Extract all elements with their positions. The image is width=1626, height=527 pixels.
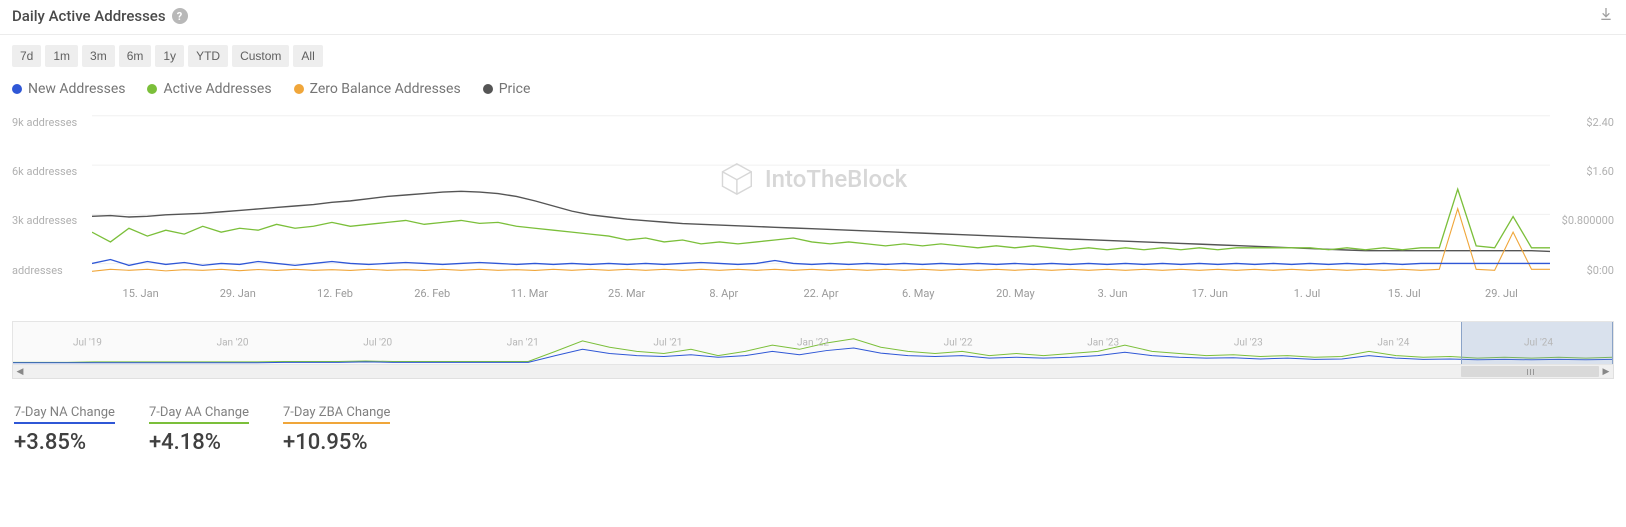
x-tick: 3. Jun <box>1064 287 1161 307</box>
x-tick: 26. Feb <box>384 287 481 307</box>
range-1y[interactable]: 1y <box>155 45 184 67</box>
x-tick: 29. Jul <box>1453 287 1550 307</box>
x-tick: 20. May <box>967 287 1064 307</box>
legend-label: New Addresses <box>28 81 125 97</box>
range-3m[interactable]: 3m <box>82 45 115 67</box>
y-right-tick: $0:00 <box>1587 264 1614 277</box>
y-left-tick: 6k addresses <box>12 165 77 178</box>
x-tick: 6. May <box>870 287 967 307</box>
stat-value: +4.18% <box>149 430 249 455</box>
stat-label: 7-Day NA Change <box>14 405 115 424</box>
x-axis-labels: 15. Jan29. Jan12. Feb26. Feb11. Mar25. M… <box>92 287 1550 307</box>
legend-dot <box>147 84 157 94</box>
chart-legend: New Addresses Active Addresses Zero Balanc… <box>0 75 1626 107</box>
legend-item-zero-balance-addresses[interactable]: Zero Balance Addresses <box>294 81 461 97</box>
help-icon[interactable]: ? <box>172 8 188 24</box>
x-tick: 29. Jan <box>189 287 286 307</box>
y-right-tick: $0.800000 <box>1562 214 1614 227</box>
y-left-tick: 3k addresses <box>12 214 77 227</box>
x-tick: 15. Jan <box>92 287 189 307</box>
x-tick: 17. Jun <box>1161 287 1258 307</box>
legend-dot <box>294 84 304 94</box>
chart-header: Daily Active Addresses ? <box>0 0 1626 35</box>
plot-area[interactable] <box>92 107 1550 283</box>
navigator-selection[interactable] <box>1461 322 1613 364</box>
legend-dot <box>12 84 22 94</box>
x-tick: 8. Apr <box>675 287 772 307</box>
series-active <box>92 189 1550 250</box>
stat-7-day-aa-change: 7-Day AA Change +4.18% <box>149 401 249 455</box>
scrollbar-left-arrow[interactable]: ◀ <box>13 365 27 378</box>
x-tick: 22. Apr <box>772 287 869 307</box>
stat-value: +3.85% <box>14 430 115 455</box>
series-zero <box>92 209 1550 272</box>
legend-dot <box>483 84 493 94</box>
y-right-tick: $2.40 <box>1586 116 1614 129</box>
x-tick: 12. Feb <box>286 287 383 307</box>
stat-label: 7-Day AA Change <box>149 405 249 424</box>
download-icon[interactable] <box>1598 6 1614 26</box>
navigator[interactable]: Jul '19Jan '20Jul '20Jan '21Jul '21Jan '… <box>12 321 1614 379</box>
x-tick: 1. Jul <box>1258 287 1355 307</box>
range-7d[interactable]: 7d <box>12 45 41 67</box>
chart-title: Daily Active Addresses <box>12 7 166 25</box>
range-selector: 7d1m3m6m1yYTDCustomAll <box>0 35 1626 75</box>
range-custom[interactable]: Custom <box>232 45 289 67</box>
range-ytd[interactable]: YTD <box>188 45 228 67</box>
y-left-tick: 9k addresses <box>12 116 77 129</box>
main-chart[interactable]: IntoTheBlock 15. Jan29. Jan12. Feb26. Fe… <box>12 107 1614 307</box>
legend-label: Price <box>499 81 531 97</box>
series-new <box>92 260 1550 266</box>
stat-label: 7-Day ZBA Change <box>283 405 390 424</box>
range-all[interactable]: All <box>293 45 322 67</box>
range-1m[interactable]: 1m <box>45 45 78 67</box>
y-right-tick: $1.60 <box>1586 165 1614 178</box>
legend-label: Zero Balance Addresses <box>310 81 461 97</box>
legend-item-price[interactable]: Price <box>483 81 531 97</box>
legend-item-new-addresses[interactable]: New Addresses <box>12 81 125 97</box>
navigator-chart[interactable]: Jul '19Jan '20Jul '20Jan '21Jul '21Jan '… <box>12 321 1614 365</box>
stat-7-day-na-change: 7-Day NA Change +3.85% <box>14 401 115 455</box>
x-tick: 25. Mar <box>578 287 675 307</box>
x-tick: 11. Mar <box>481 287 578 307</box>
stat-value: +10.95% <box>283 430 390 455</box>
range-6m[interactable]: 6m <box>119 45 152 67</box>
stat-7-day-zba-change: 7-Day ZBA Change +10.95% <box>283 401 390 455</box>
title-wrap: Daily Active Addresses ? <box>12 7 188 25</box>
legend-item-active-addresses[interactable]: Active Addresses <box>147 81 271 97</box>
scrollbar-right-arrow[interactable]: ▶ <box>1599 365 1613 378</box>
y-left-tick: addresses <box>12 264 63 277</box>
stats-row: 7-Day NA Change +3.85% 7-Day AA Change +4.1… <box>0 379 1626 465</box>
x-tick: 15. Jul <box>1356 287 1453 307</box>
scrollbar-thumb[interactable] <box>1461 366 1599 377</box>
scrollbar[interactable]: ◀ ▶ <box>12 365 1614 379</box>
legend-label: Active Addresses <box>163 81 271 97</box>
